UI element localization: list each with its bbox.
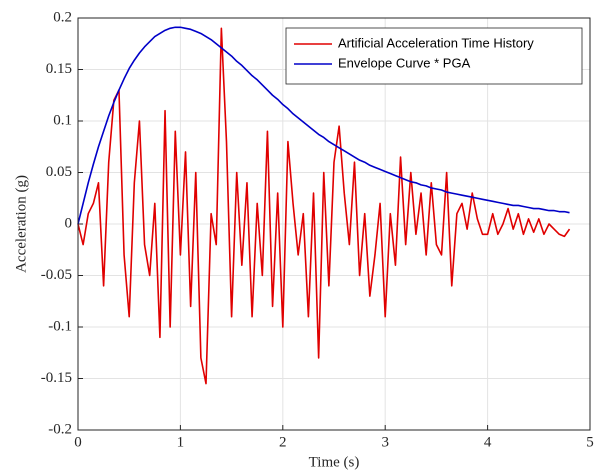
legend-label: Artificial Acceleration Time History [338,35,534,50]
legend-box [285,27,583,85]
legend: Artificial Acceleration Time History Enve… [285,27,583,85]
axes-box [77,17,591,431]
legend-label: Envelope Curve * PGA [338,55,471,70]
data-line [77,27,571,385]
y-axis-label: Acceleration (g) [13,175,29,273]
y-tick-label: -0.05 [41,267,72,283]
x-tick-label: 5 [586,434,594,450]
x-tick-label: 3 [381,434,389,450]
x-axis-label: Time (s) [309,454,360,470]
x-tick-label: 4 [484,434,492,450]
y-tick-label: 0 [65,215,73,231]
y-tick-label: 0.2 [53,9,72,25]
y-tick-label: 0.1 [53,112,72,128]
y-tick-label: -0.1 [48,318,72,334]
x-tick-label: 1 [177,434,185,450]
data-line [77,26,570,225]
y-tick-label: -0.15 [41,370,72,386]
x-tick-label: 2 [279,434,287,450]
y-tick-label: 0.15 [46,61,72,77]
y-tick-label: -0.2 [48,421,72,437]
x-tick-label: 0 [74,434,82,450]
y-tick-label: 0.05 [46,164,72,180]
